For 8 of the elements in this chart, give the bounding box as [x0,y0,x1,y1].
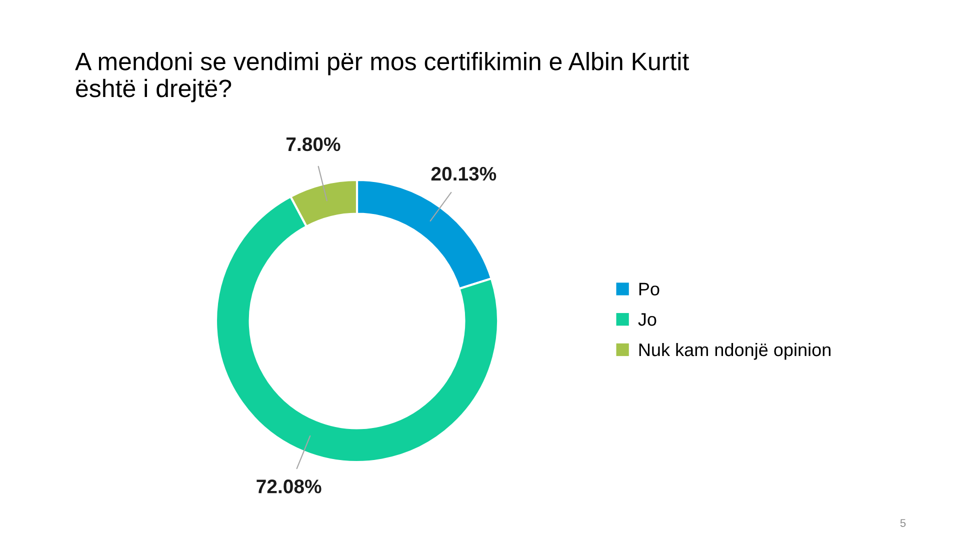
data-label: 72.08% [256,480,322,494]
data-label: 20.13% [431,166,496,181]
chart-title: A mendoni se vendimi për mos certifikimin e Albin Kurtit është i drejtë? [75,52,689,102]
data-label: 7.80% [286,137,340,152]
legend-label: Nuk kam ndonjë opinion [639,342,830,360]
text: 5 [900,519,906,527]
legend-label: Jo [638,313,656,326]
legend-label: Po [639,282,660,296]
